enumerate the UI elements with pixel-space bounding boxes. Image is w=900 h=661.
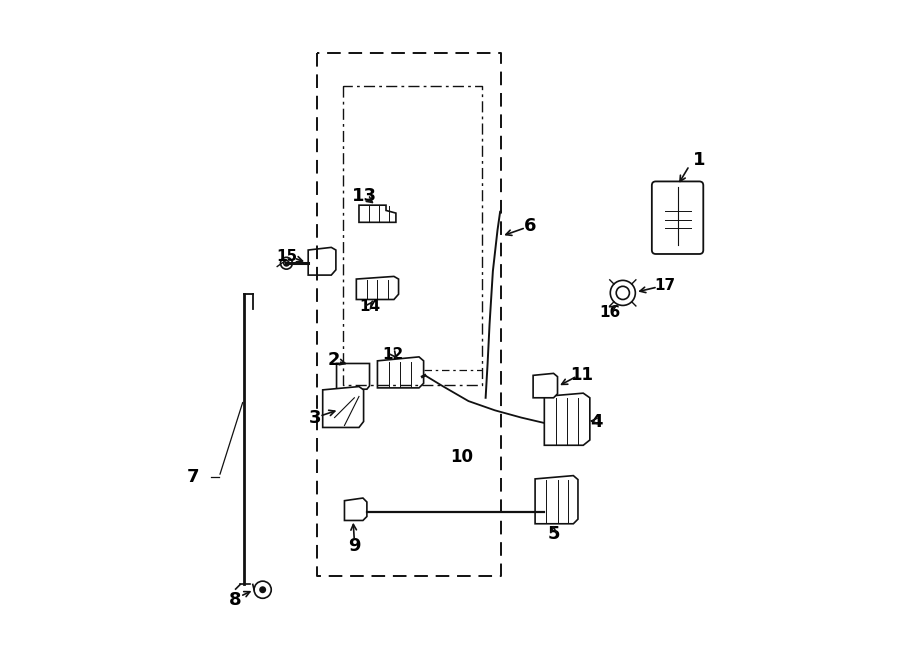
Polygon shape — [337, 364, 370, 389]
Polygon shape — [359, 205, 396, 222]
Polygon shape — [356, 276, 399, 299]
Polygon shape — [536, 476, 578, 524]
Text: 2: 2 — [328, 350, 340, 369]
Text: 14: 14 — [359, 299, 380, 313]
Text: 9: 9 — [348, 537, 361, 555]
Text: 1: 1 — [693, 151, 706, 169]
Text: 13: 13 — [352, 187, 377, 205]
Polygon shape — [323, 387, 364, 428]
Polygon shape — [308, 247, 336, 275]
Text: 12: 12 — [382, 347, 403, 362]
Text: 8: 8 — [230, 591, 242, 609]
Text: 6: 6 — [524, 217, 536, 235]
Polygon shape — [377, 357, 424, 388]
Polygon shape — [533, 373, 557, 398]
Text: 4: 4 — [590, 412, 603, 430]
Circle shape — [260, 587, 265, 592]
FancyBboxPatch shape — [652, 181, 703, 254]
Text: 5: 5 — [547, 525, 560, 543]
Polygon shape — [345, 498, 367, 520]
Text: 11: 11 — [571, 366, 593, 383]
Polygon shape — [544, 393, 590, 446]
Text: 17: 17 — [654, 278, 676, 293]
Text: 16: 16 — [599, 305, 620, 319]
Text: 10: 10 — [450, 448, 473, 466]
Text: 7: 7 — [186, 468, 199, 486]
Text: 3: 3 — [309, 408, 321, 426]
Text: 15: 15 — [276, 249, 297, 264]
